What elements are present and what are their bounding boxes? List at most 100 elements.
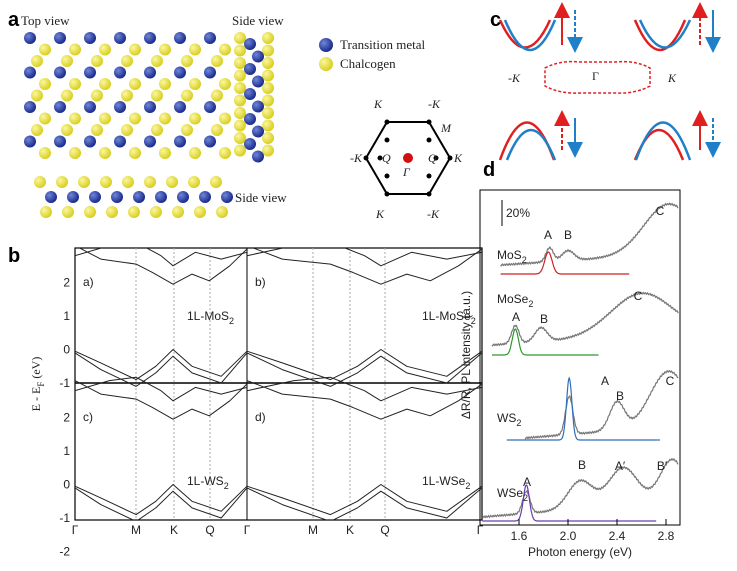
bz-label: -K (428, 97, 441, 111)
metal-atom (244, 88, 256, 100)
peak-label: A (601, 374, 609, 388)
x-tick-label: Γ (244, 523, 251, 537)
metal-atom (114, 66, 126, 79)
x-tick-label: Q (380, 523, 389, 537)
material-label-main: MoSe (497, 292, 529, 306)
chalcogen-atom (262, 119, 274, 132)
y-tick-label: 2 (63, 411, 70, 425)
chalcogen-atom (189, 147, 201, 159)
chalcogen-atom (99, 78, 111, 90)
band (246, 487, 482, 520)
band (75, 484, 248, 516)
y-tick-label: 0 (63, 343, 70, 357)
metal-atom (244, 113, 256, 125)
x-tick-label: Γ (72, 523, 79, 537)
metal-atom (244, 38, 256, 50)
bz-point (426, 173, 432, 179)
chalcogen-atom (166, 176, 178, 188)
x-tick-label: 1.6 (511, 529, 528, 543)
chalcogen-atom (211, 89, 223, 102)
y-tick-label: -2 (59, 545, 70, 559)
chalcogen-atom (262, 44, 274, 57)
metal-atom (45, 191, 57, 203)
chalcogen-atom (181, 124, 193, 136)
valley-label: K (667, 71, 677, 85)
peak-label: B (578, 458, 586, 472)
bz-point (426, 191, 432, 197)
chalcogen-atom (211, 124, 223, 136)
material-label-main: MoS (497, 248, 522, 262)
metal-atom (174, 66, 186, 79)
chalcogen-atom (106, 206, 118, 218)
y-axis-label: ΔR/R, PL intensity (a.u.) (459, 291, 473, 419)
metal-atom (204, 32, 216, 44)
metal-atom (67, 191, 79, 203)
chalcogen-atom (39, 147, 51, 159)
chalcogen-atom (181, 89, 193, 102)
band (246, 349, 482, 381)
bands (75, 248, 482, 520)
metal-atom (155, 191, 167, 203)
metal-atom (144, 66, 156, 79)
x-tick-label: 2.4 (609, 529, 626, 543)
material-label-sub: 2 (522, 255, 527, 265)
valley-label: Γ (592, 69, 599, 83)
material-label-sub: 2 (465, 481, 470, 491)
metal-atom (114, 32, 126, 44)
spectrum (524, 369, 679, 440)
material-label: 1L-WS2 (187, 474, 229, 491)
peak-label: C (656, 204, 665, 218)
bz-point (433, 155, 439, 161)
band (246, 352, 482, 387)
x-tick-label: K (170, 523, 178, 537)
material-label: MoSe2 (497, 292, 533, 309)
x-tick-label: 2.0 (560, 529, 577, 543)
chalcogen-atom (69, 147, 81, 159)
spectrum (491, 291, 679, 347)
bz-label: -K (427, 207, 440, 221)
chalcogen-atom (62, 206, 74, 218)
metal-atom (252, 125, 264, 138)
metal-atom (54, 32, 66, 44)
metal-atom (84, 66, 96, 79)
spectrum (482, 484, 657, 522)
chalcogen-atom (234, 132, 246, 144)
material-label-sub: 2 (471, 316, 476, 326)
material-label: 1L-MoSe2 (422, 309, 476, 326)
chalcogen-atom (121, 89, 133, 102)
chalcogen-atom (189, 112, 201, 125)
chalcogen-atom (234, 44, 246, 57)
chalcogen-atom (219, 112, 231, 125)
metal-atom (114, 135, 126, 148)
bz-label: K (453, 151, 463, 165)
y-axis-label-unit: (eV) (29, 357, 43, 382)
chalcogen-atom (234, 107, 246, 119)
x-tick-label: Γ (477, 523, 484, 537)
chalcogen-atom (31, 55, 43, 67)
subpanel-tag: d) (255, 410, 266, 424)
chalcogen-atom (129, 112, 141, 125)
chalcogen-atom (262, 57, 274, 69)
material-label-main: 1L-WSe (422, 474, 466, 488)
bz-point (384, 119, 390, 125)
metal-atom (133, 191, 145, 203)
chalcogen-atom (69, 43, 81, 56)
spectra (481, 202, 679, 522)
material-label: 1L-WSe2 (422, 474, 470, 491)
chalcogen-atom (234, 144, 246, 157)
chalcogen-atom (121, 124, 133, 136)
bz-label: K (373, 97, 383, 111)
metal-atom (204, 101, 216, 113)
view-label: Top view (21, 13, 70, 28)
material-label-main: WS (497, 411, 516, 425)
band (75, 376, 248, 402)
chalcogen-atom (91, 89, 103, 102)
band (246, 376, 482, 402)
metal-atom (89, 191, 101, 203)
spectrum (506, 376, 660, 441)
chalcogen-atom (129, 78, 141, 90)
peak-label: C (666, 374, 675, 388)
chalcogen-atom (151, 89, 163, 102)
view-label: Side view (232, 13, 284, 28)
spectra-frame (479, 189, 681, 526)
